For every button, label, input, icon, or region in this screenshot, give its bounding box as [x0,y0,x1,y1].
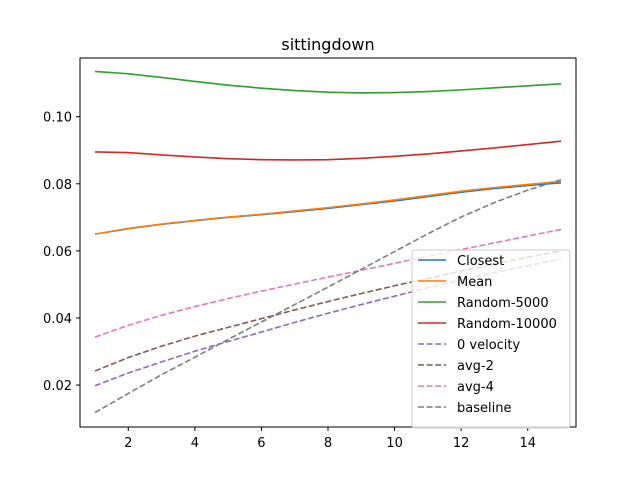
y-tick-label: 0.04 [43,312,72,327]
legend-box [411,249,571,429]
legend-label: avg-2 [457,359,494,374]
plot-area [94,70,562,414]
series-line-0-velocity [94,258,562,387]
legend: Closest Mean Random-5000 Random-10000 0 velo… [411,249,571,429]
legend-label: baseline [457,401,511,416]
x-tick-label: 2 [124,436,132,451]
series-line-avg-4 [94,228,562,338]
x-tick-label: 14 [519,436,536,451]
series-line-baseline [94,179,562,414]
legend-label: Closest [457,254,504,269]
legend-label: avg-4 [457,380,494,395]
legend-label: Random-10000 [457,317,557,332]
x-tick-label: 6 [257,436,265,451]
x-tick-label: 8 [324,436,332,451]
y-tick-label: 0.10 [43,111,72,126]
x-tick-label: 4 [191,436,199,451]
chart-title: sittingdown [281,35,374,54]
y-axis: 0.02 0.04 0.06 0.08 0.10 [43,111,80,394]
y-tick-label: 0.06 [43,245,72,260]
legend-label: Random-5000 [457,296,549,311]
y-tick-label: 0.08 [43,178,72,193]
series-line-random-5000 [94,70,562,94]
x-tick-label: 12 [453,436,470,451]
series-line-random-10000 [94,140,562,161]
x-axis: 2 4 6 8 10 12 14 [124,427,536,451]
series-line-avg-2 [94,250,562,372]
legend-label: Mean [457,275,492,290]
legend-label: 0 velocity [457,338,521,353]
y-tick-label: 0.02 [43,379,72,394]
series-line-mean [94,180,562,235]
x-tick-label: 10 [386,436,403,451]
